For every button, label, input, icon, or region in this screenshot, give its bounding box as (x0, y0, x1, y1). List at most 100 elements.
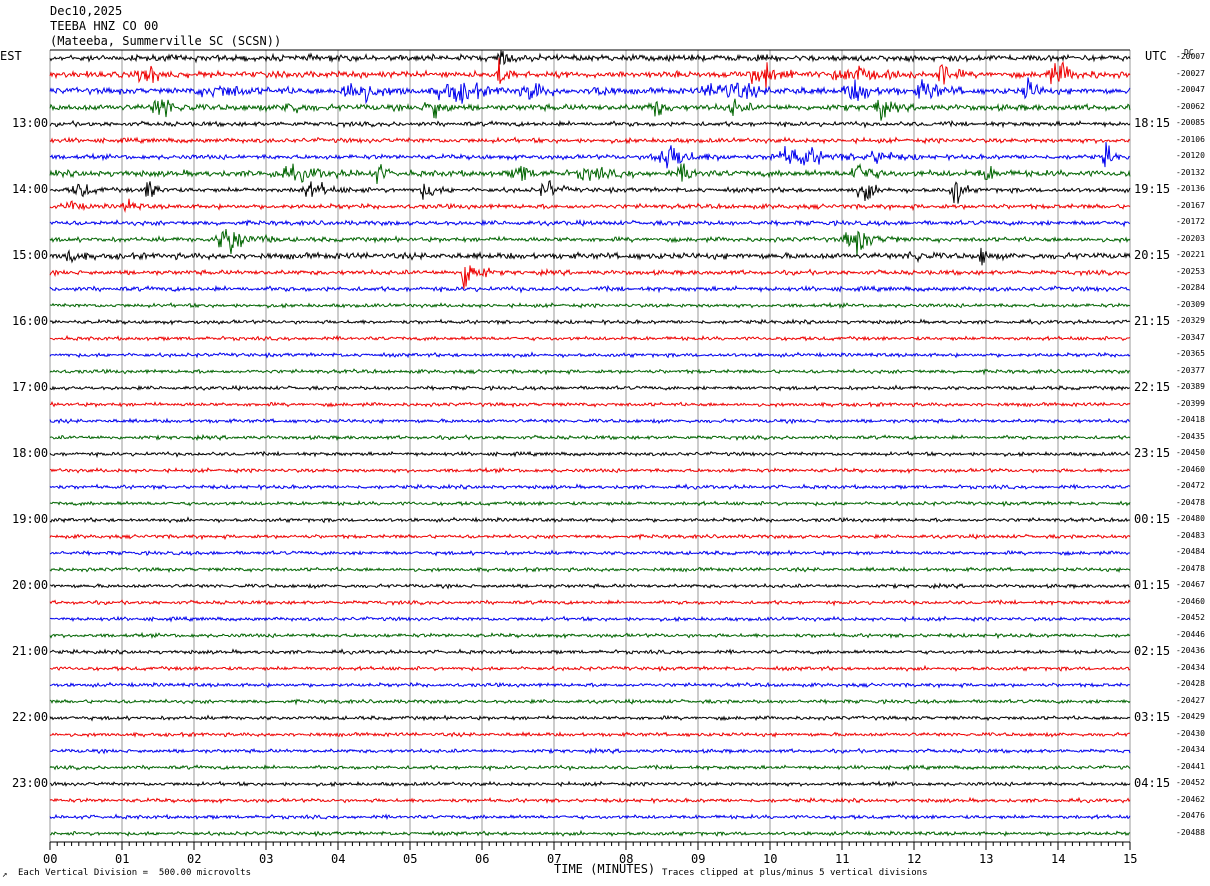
trace-row-19 (49, 368, 1131, 376)
trace-row-30 (49, 549, 1131, 557)
header-date: Dec10,2025 (50, 4, 123, 18)
trace-row-1 (49, 57, 1131, 89)
dc-offset-label: -20429 (1176, 712, 1205, 721)
trace-row-41 (49, 731, 1131, 739)
right-hour-label: 18:15 (1134, 116, 1171, 130)
dc-offset-label: -20428 (1176, 679, 1205, 688)
x-axis-label: TIME (MINUTES) (554, 862, 656, 876)
left-hour-label: 17:00 (12, 380, 49, 394)
dc-offset-label: -20120 (1176, 151, 1205, 160)
left-hour-label: 13:00 (12, 116, 49, 130)
left-hour-label: 18:00 (12, 446, 49, 460)
trace-row-17 (49, 334, 1131, 342)
dc-offset-label: -20389 (1176, 382, 1205, 391)
left-hour-label: 16:00 (12, 314, 49, 328)
x-tick-label: 06 (475, 852, 490, 866)
trace-row-23 (49, 433, 1131, 442)
right-hour-label: 22:15 (1134, 380, 1171, 394)
trace-row-32 (49, 582, 1131, 590)
dc-offset-label: -20472 (1176, 481, 1205, 490)
dc-offset-label: -20452 (1176, 778, 1205, 787)
dc-offset-label: -20434 (1176, 745, 1205, 754)
trace-row-6 (49, 142, 1131, 169)
minute-gridlines (49, 49, 1131, 842)
dc-offset-label: -20085 (1176, 118, 1205, 127)
dc-offset-label: -20047 (1176, 85, 1205, 94)
header-station: TEEBA HNZ CO 00 (50, 19, 159, 33)
trace-row-7 (49, 163, 1131, 185)
x-tick-label: 11 (835, 852, 850, 866)
trace-row-31 (49, 566, 1131, 574)
dc-offset-label: -20167 (1176, 200, 1205, 210)
trace-row-43 (49, 763, 1131, 772)
seismic-traces (49, 50, 1131, 838)
left-hour-label: 22:00 (12, 710, 49, 724)
trace-row-37 (49, 664, 1131, 673)
right-timezone-label: UTC (1145, 49, 1167, 63)
trace-row-36 (49, 648, 1131, 656)
x-tick-label: 00 (43, 852, 58, 866)
right-hour-label: 19:15 (1134, 182, 1171, 196)
dc-offset-label: -20172 (1176, 217, 1205, 226)
dc-offset-label: -20106 (1176, 134, 1205, 144)
left-hour-label: 21:00 (12, 644, 49, 658)
trace-row-13 (49, 265, 1131, 289)
dc-offset-label: -20462 (1176, 794, 1205, 804)
x-tick-label: 09 (691, 852, 706, 866)
trace-row-46 (49, 813, 1131, 821)
dc-offset-label: -20430 (1176, 728, 1205, 738)
trace-row-44 (49, 780, 1131, 788)
left-hour-label: 15:00 (12, 248, 49, 262)
corner-mark-icon: ↗ (2, 870, 8, 880)
trace-row-12 (49, 247, 1131, 266)
dc-offset-label: -20365 (1176, 349, 1205, 358)
trace-row-28 (49, 516, 1131, 524)
trace-row-27 (49, 500, 1131, 508)
dc-offset-label: -20203 (1176, 233, 1205, 243)
dc-offset-label: -20284 (1176, 283, 1205, 292)
trace-row-8 (49, 179, 1131, 204)
left-hour-label: 19:00 (12, 512, 49, 526)
dc-offset-label: -20460 (1176, 464, 1205, 474)
right-hour-label: 01:15 (1134, 578, 1171, 592)
trace-row-33 (49, 598, 1131, 607)
dc-offset-label: -20132 (1176, 167, 1205, 177)
trace-row-26 (49, 483, 1131, 491)
trace-row-35 (49, 631, 1131, 640)
dc-offset-label: -20399 (1176, 398, 1205, 408)
right-hour-label: 21:15 (1134, 314, 1171, 328)
dc-offset-label: -20480 (1176, 514, 1205, 523)
left-hour-label: 14:00 (12, 182, 49, 196)
trace-row-15 (49, 301, 1131, 309)
trace-row-2 (49, 77, 1131, 105)
x-tick-label: 13 (979, 852, 994, 866)
x-tick-label: 12 (907, 852, 922, 866)
dc-offset-label: -20483 (1176, 530, 1205, 540)
right-hour-label: 04:15 (1134, 776, 1171, 790)
dc-offset-label: -20478 (1176, 497, 1205, 507)
right-hour-label: 03:15 (1134, 710, 1171, 724)
trace-row-45 (49, 796, 1131, 805)
right-hour-label: 23:15 (1134, 446, 1171, 460)
header-location: (Mateeba, Summerville SC (SCSN)) (50, 34, 282, 48)
dc-offset-label: -20062 (1176, 101, 1205, 111)
dc-offset-label: -20221 (1176, 250, 1205, 259)
trace-row-3 (49, 98, 1131, 121)
dc-offset-label: -20434 (1176, 662, 1205, 672)
trace-row-22 (49, 417, 1131, 425)
dc-offset-label: -20467 (1176, 580, 1205, 589)
x-tick-label: 01 (115, 852, 130, 866)
dc-offset-label: -20427 (1176, 695, 1205, 705)
dc-offset-label: -20488 (1176, 827, 1205, 837)
left-hour-label: 20:00 (12, 578, 49, 592)
x-tick-label: 08 (619, 852, 634, 866)
dc-offset-label: -20136 (1176, 184, 1205, 193)
dc-offset-label: -20460 (1176, 596, 1205, 606)
trace-row-40 (49, 714, 1131, 722)
trace-row-47 (50, 829, 1131, 838)
dc-offset-label: -20484 (1176, 547, 1205, 556)
dc-offset-label: -20450 (1176, 448, 1205, 457)
time-axis (49, 841, 1131, 850)
x-tick-label: 04 (331, 852, 346, 866)
trace-row-39 (49, 698, 1131, 706)
